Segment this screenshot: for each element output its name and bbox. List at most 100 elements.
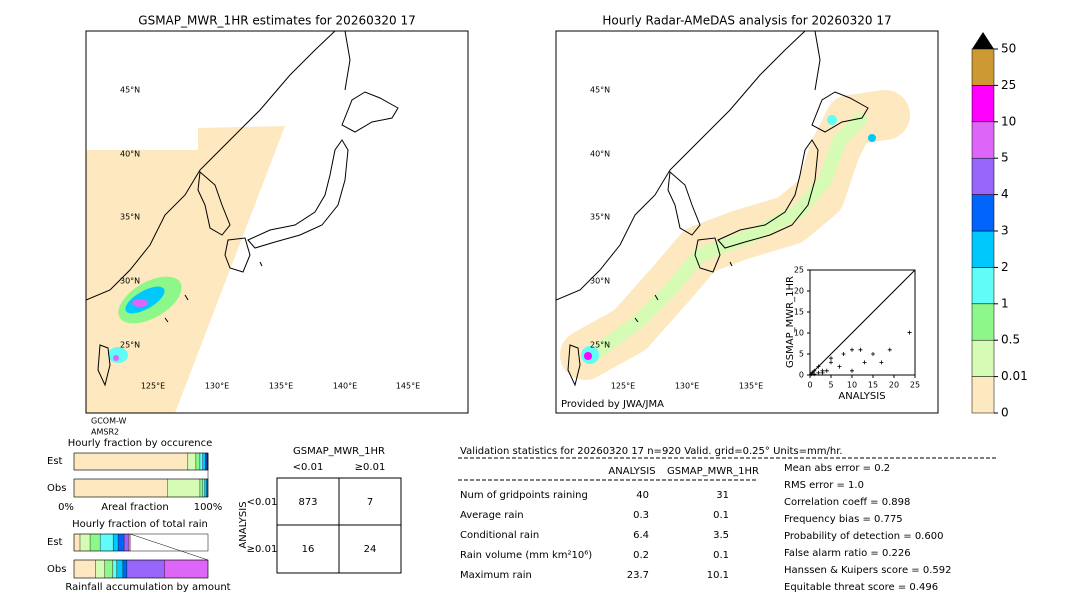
- stat-label: Rain volume (mm km²10⁶): [460, 550, 592, 561]
- scatter-point: [858, 347, 863, 352]
- row-label: Obs: [47, 483, 66, 494]
- stat-value: 0.1: [713, 550, 729, 561]
- lat-label: 25°N: [120, 341, 140, 350]
- score: Correlation coeff = 0.898: [784, 497, 910, 508]
- colorbar-segment: [971, 267, 995, 305]
- table-cell: 16: [302, 544, 315, 555]
- lat-label: 25°N: [590, 341, 610, 350]
- axis-label: Areal fraction: [101, 502, 168, 513]
- fraction-segment: [104, 559, 114, 579]
- stat-value: 6.4: [633, 530, 649, 541]
- stat-label: Average rain: [460, 510, 524, 521]
- bar-frame: [73, 533, 209, 552]
- lon-label: 135°E: [269, 382, 293, 391]
- colorbar-segment: [971, 376, 995, 414]
- panel-title: Hourly fraction by occurence: [68, 438, 212, 449]
- x-tick-label: 25: [910, 381, 920, 390]
- score: Probability of detection = 0.600: [784, 531, 943, 542]
- row-label: Est: [47, 456, 63, 467]
- y-tick-label: 25: [794, 266, 804, 275]
- stat-value: 3.5: [713, 530, 729, 541]
- scatter-point: [816, 364, 821, 369]
- fraction-segment: [73, 452, 189, 471]
- x-tick-label: 15: [868, 381, 878, 390]
- colorbar-segment: [971, 303, 995, 341]
- table-cell: 873: [298, 497, 317, 508]
- colorbar-label: 2: [1001, 260, 1009, 274]
- colorbar-label: 0: [1001, 406, 1009, 420]
- fraction-segment: [117, 533, 125, 552]
- scatter-point: [820, 370, 825, 375]
- scatter-bg: [780, 262, 930, 404]
- fraction-segment: [202, 478, 205, 498]
- stats-header: Validation statistics for 20260320 17 n=…: [460, 446, 843, 457]
- bar-frame: [73, 452, 209, 471]
- caption: Rainfall accumulation by amount: [65, 582, 230, 593]
- colorbar-label: 25: [1001, 78, 1016, 92]
- row-label: Est: [47, 537, 63, 548]
- fraction-segment: [199, 478, 203, 498]
- lon-label: 125°E: [611, 382, 635, 391]
- colorbar-label: 50: [1001, 42, 1016, 56]
- colorbar-segment: [971, 230, 995, 268]
- scatter-point: [871, 352, 875, 356]
- axis-label: 0%: [58, 502, 74, 513]
- colorbar-label: 0.01: [1001, 369, 1028, 383]
- scatter-point: [837, 364, 842, 369]
- fraction-segment: [123, 533, 129, 552]
- fraction-segment: [127, 533, 131, 552]
- lon-label: 135°E: [739, 382, 763, 391]
- fraction-segment: [126, 559, 165, 579]
- scatter-point: [812, 368, 817, 373]
- diagonal: [809, 269, 916, 376]
- lon-label: 125°E: [141, 382, 165, 391]
- bar-frame: [73, 559, 209, 579]
- x-axis-label: ANALYSIS: [838, 391, 885, 402]
- fraction-segment: [167, 478, 201, 498]
- map-title: GSMAP_MWR_1HR estimates for 20260320 17: [138, 14, 415, 28]
- lat-label: 35°N: [120, 213, 140, 222]
- fraction-segment: [99, 533, 114, 552]
- credit: Provided by JWA/JMA: [561, 399, 664, 410]
- stat-value: 40: [636, 490, 649, 501]
- scatter-point: [829, 356, 833, 361]
- scatter-point: [907, 330, 912, 335]
- y-tick-label: 10: [794, 329, 804, 338]
- score: Hanssen & Kuipers score = 0.592: [784, 565, 951, 576]
- y-tick-label: 0: [799, 371, 804, 380]
- colorbar-segment: [971, 339, 995, 377]
- colorbar-segment: [971, 194, 995, 232]
- score: Frequency bias = 0.775: [784, 514, 903, 525]
- fraction-segment: [89, 533, 101, 552]
- x-tick-label: 10: [847, 381, 857, 390]
- y-tick-label: 15: [794, 308, 804, 317]
- stat-label: Maximum rain: [460, 570, 532, 581]
- colorbar-segment: [971, 48, 995, 86]
- map-frame: [555, 30, 939, 414]
- map-title: Hourly Radar-AMeDAS analysis for 2026032…: [602, 14, 891, 28]
- stat-value: 0.3: [633, 510, 649, 521]
- sensor: AMSR2: [91, 428, 119, 437]
- right-map: [556, 31, 938, 413]
- col-header: ANALYSIS: [608, 466, 655, 477]
- colorbar-label: 1: [1001, 296, 1009, 310]
- fraction-segment: [79, 533, 91, 552]
- score: Mean abs error = 0.2: [784, 463, 890, 474]
- stat-value: 31: [716, 490, 729, 501]
- fraction-segment: [199, 452, 203, 471]
- colorbar-label: 0.5: [1001, 333, 1020, 347]
- col-label: <0.01: [293, 462, 324, 473]
- colorbar-label: 4: [1001, 187, 1009, 201]
- axis-label: 100%: [194, 502, 223, 513]
- fraction-segment: [73, 533, 81, 552]
- x-tick-label: 20: [889, 381, 899, 390]
- fraction-segment: [73, 478, 168, 498]
- x-tick-label: 5: [828, 381, 833, 390]
- lat-label: 45°N: [590, 86, 610, 95]
- lon-label: 130°E: [205, 382, 229, 391]
- fraction-segment: [112, 533, 119, 552]
- scatter-point: [862, 360, 867, 365]
- lon-label: 130°E: [675, 382, 699, 391]
- scatter-point: [850, 347, 854, 352]
- stat-label: Num of gridpoints raining: [460, 490, 588, 501]
